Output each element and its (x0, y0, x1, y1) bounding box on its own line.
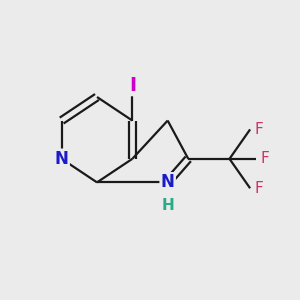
Text: N: N (161, 173, 175, 191)
Text: N: N (55, 150, 69, 168)
Text: F: F (260, 151, 269, 166)
Text: F: F (255, 122, 263, 137)
Text: I: I (129, 76, 136, 95)
Text: F: F (255, 181, 263, 196)
Text: H: H (161, 198, 174, 213)
